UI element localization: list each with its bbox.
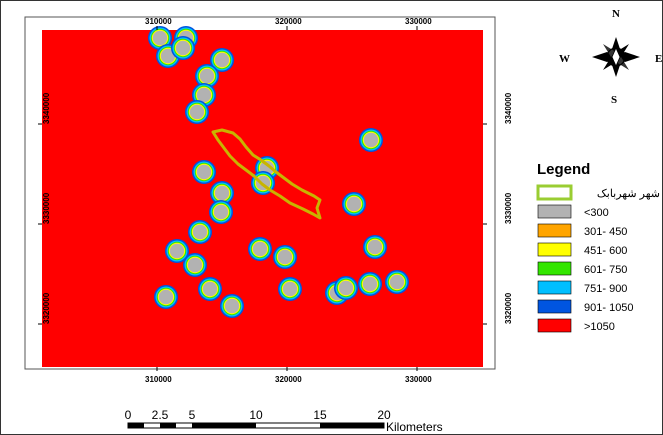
legend-label: >1050 (584, 321, 615, 333)
scale-label: 10 (249, 408, 263, 422)
scale-label: 0 (125, 408, 132, 422)
coordinate-ticks: 310000 310000 320000 320000 330000 330000 3340… (38, 17, 513, 384)
legend: Legend شهر شهربابک <300 301- 450 451- 600 60… (536, 161, 660, 333)
y-tick-right: 3320000 (504, 292, 513, 324)
compass-west-label: W (559, 53, 570, 65)
compass-south-label: S (611, 94, 617, 106)
city-boundary (211, 128, 322, 220)
scale-labels: 0 2.5 5 10 15 20 (125, 408, 391, 422)
well-buffer (198, 277, 222, 301)
legend-item: 451- 600 (537, 242, 627, 257)
well-buffer (195, 64, 219, 88)
scale-label: 5 (189, 408, 196, 422)
scale-bar: 0 2.5 5 10 15 20 Kilometers (125, 408, 443, 434)
scale-unit: Kilometers (386, 420, 443, 434)
legend-item: شهر شهربابک (536, 184, 660, 201)
x-tick-bottom: 330000 (405, 375, 432, 384)
legend-label: 901- 1050 (584, 302, 634, 314)
legend-swatch (536, 184, 573, 201)
north-arrow: N S W E (559, 8, 662, 106)
legend-items: شهر شهربابک <300 301- 450 451- 600 601- 750 7… (536, 184, 660, 333)
legend-swatch (537, 318, 572, 333)
well-buffer (192, 160, 216, 184)
legend-label: 451- 600 (584, 245, 627, 257)
map-frame: 310000 310000 320000 320000 330000 330000 3340… (24, 16, 513, 384)
legend-item: 751- 900 (537, 280, 627, 295)
legend-swatch (537, 204, 572, 219)
well-buffer (358, 272, 382, 296)
y-tick-left: 3320000 (42, 292, 51, 324)
well-buffer (185, 100, 209, 124)
map-raster (42, 30, 483, 367)
legend-swatch (537, 223, 572, 238)
legend-label: 751- 900 (584, 283, 627, 295)
legend-item: 901- 1050 (537, 299, 634, 314)
legend-label: <300 (584, 207, 609, 219)
compass-east-label: E (655, 53, 662, 65)
compass-icon (592, 37, 640, 77)
well-buffer (248, 237, 272, 261)
legend-item: >1050 (537, 318, 615, 333)
x-tick-top: 310000 (145, 17, 172, 26)
well-buffer (148, 26, 172, 50)
y-tick-right: 3340000 (504, 92, 513, 124)
y-tick-left: 3330000 (42, 192, 51, 224)
legend-item: <300 (537, 204, 609, 219)
legend-item: 601- 750 (537, 261, 627, 276)
well-buffer (209, 200, 233, 224)
well-buffer (188, 220, 212, 244)
well-buffer (363, 235, 387, 259)
legend-label: شهر شهربابک (597, 188, 660, 200)
legend-swatch (537, 261, 572, 276)
well-buffer (220, 294, 244, 318)
well-buffer (278, 277, 302, 301)
scale-label: 20 (377, 408, 391, 422)
well-buffer (154, 285, 178, 309)
well-buffer (171, 36, 195, 60)
well-buffer (273, 245, 297, 269)
y-tick-right: 3330000 (504, 192, 513, 224)
scale-label: 2.5 (152, 408, 169, 422)
legend-swatch (537, 299, 572, 314)
x-tick-top: 320000 (275, 17, 302, 26)
legend-title: Legend (537, 161, 590, 178)
scale-label: 15 (313, 408, 327, 422)
x-tick-bottom: 320000 (275, 375, 302, 384)
compass-north-label: N (612, 8, 620, 20)
x-tick-bottom: 310000 (145, 375, 172, 384)
legend-item: 301- 450 (537, 223, 627, 238)
y-tick-left: 3340000 (42, 92, 51, 124)
legend-label: 301- 450 (584, 226, 627, 238)
legend-swatch (537, 280, 572, 295)
well-buffer (359, 128, 383, 152)
legend-swatch (537, 242, 572, 257)
well-buffer (210, 181, 234, 205)
well-buffer (385, 270, 409, 294)
well-buffer (183, 253, 207, 277)
well-buffer (334, 276, 358, 300)
legend-label: 601- 750 (584, 264, 627, 276)
x-tick-top: 330000 (405, 17, 432, 26)
well-buffer (342, 192, 366, 216)
well-buffer (210, 48, 234, 72)
wells-layer (148, 26, 409, 318)
well-buffer (165, 239, 189, 263)
